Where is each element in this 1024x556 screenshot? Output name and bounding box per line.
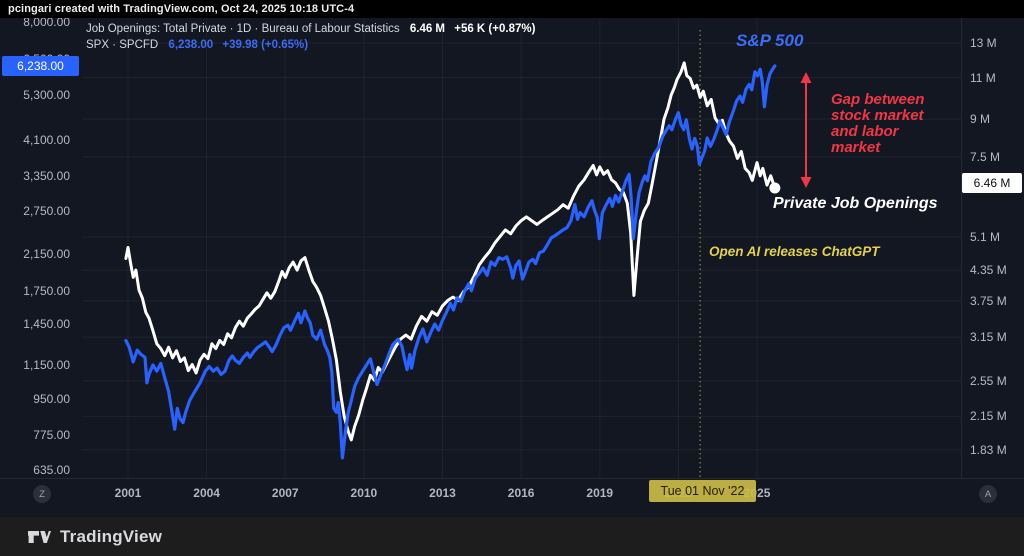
gap-arrow[interactable]: [800, 72, 812, 188]
time-axis-tick: 2001: [114, 486, 142, 500]
spx-last-price-text: 6,238.00: [17, 59, 64, 73]
right-axis-tick: 7.5 M: [970, 150, 1001, 164]
grid-lines: [82, 18, 962, 478]
left-axis-tick: 8,000.00: [23, 14, 70, 29]
attribution-bar: pcingari created with TradingView.com, O…: [0, 0, 1024, 18]
left-axis-tick: 950.00: [33, 391, 70, 406]
time-axis-tick: 2016: [507, 486, 535, 500]
time-axis[interactable]: 200120042007201020132016201920222025: [0, 478, 1024, 517]
brand-name: TradingView: [60, 526, 163, 546]
time-axis-tick: 2019: [586, 486, 614, 500]
jolts-last-price-text: 6.46 M: [973, 176, 1011, 190]
price-axis-separator: [961, 18, 962, 478]
legend-spx-title: SPX · SPCFD: [86, 39, 159, 51]
right-axis-tick: 4.35 M: [970, 263, 1007, 278]
gap-annotation-label: Gap between stock market and labor marke…: [831, 91, 925, 156]
time-axis-tick: 2010: [350, 486, 378, 500]
legend-jolts-value: 6.46 M: [409, 23, 446, 35]
time-axis-tick: 2013: [429, 486, 456, 500]
legend-jolts-change: +56 K (+0.87%): [454, 23, 536, 35]
left-axis-tick: 1,750.00: [23, 283, 70, 298]
jolts-annotation-label: Private Job Openings: [773, 195, 938, 212]
chatgpt-annotation-label: Open AI releases ChatGPT: [709, 244, 880, 259]
job-openings-series-line[interactable]: [124, 61, 777, 442]
reset-price-scale-button[interactable]: Z: [33, 485, 51, 503]
time-axis-tick: 2007: [271, 486, 299, 500]
left-axis-tick: 775.00: [33, 427, 70, 442]
left-axis-tick: 635.00: [33, 463, 70, 477]
left-axis-tick: 1,450.00: [23, 316, 70, 331]
left-axis-tick: 1,150.00: [23, 357, 70, 372]
last-value-dot: [769, 182, 781, 194]
auto-scale-button[interactable]: A: [979, 485, 997, 503]
right-axis-tick: 3.75 M: [970, 293, 1007, 308]
price-axis-right[interactable]: 13 M 11 M 9 M 7.5 M 5.1 M 4.35 M 3.75 M 3.15 M 2…: [962, 18, 1024, 478]
left-axis-tick: 3,350.00: [23, 168, 70, 183]
crosshair-date-text: Tue 01 Nov '22: [660, 484, 745, 498]
right-axis-tick: 9 M: [970, 112, 991, 127]
legend-spx-value: 6,238.00: [168, 39, 214, 51]
right-axis-tick: 5.1 M: [970, 230, 1001, 245]
right-axis-tick: 1.83 M: [970, 442, 1007, 457]
brand-bar: TradingView: [0, 517, 1024, 556]
right-axis-tick: 2.55 M: [970, 373, 1007, 388]
crosshair-date-badge: Tue 01 Nov '22: [649, 480, 756, 502]
left-axis-tick: 4,100.00: [23, 133, 70, 148]
left-axis-tick: 2,150.00: [23, 247, 70, 262]
spx-last-price-badge: 6,238.00: [2, 56, 79, 76]
spx-series-line[interactable]: [124, 64, 777, 460]
time-axis-tick: 2004: [193, 486, 220, 500]
spx-annotation-label: S&P 500: [736, 31, 804, 50]
left-axis-tick: 5,300.00: [23, 87, 70, 102]
legend-row-spx[interactable]: SPX · SPCFD 6,238.00 +39.98 (+0.65%): [86, 37, 535, 53]
attribution-text: pcingari created with TradingView.com, O…: [8, 3, 355, 15]
tradingview-logo-icon: [28, 530, 51, 543]
right-axis-tick: 13 M: [970, 35, 997, 50]
right-axis-tick: 3.15 M: [970, 330, 1007, 345]
legend-row-job-openings[interactable]: Job Openings: Total Private · 1D · Burea…: [86, 21, 535, 37]
left-axis-tick: 2,750.00: [23, 203, 70, 218]
right-axis-tick: 11 M: [970, 70, 996, 85]
legend-spx-change: +39.98 (+0.65%): [222, 39, 309, 51]
right-axis-tick: 2.15 M: [970, 409, 1007, 424]
legend-jolts-title: Job Openings: Total Private · 1D · Burea…: [86, 23, 400, 35]
time-axis-separator: [0, 478, 1024, 479]
jolts-last-price-badge: 6.46 M: [962, 173, 1022, 193]
price-axis-left[interactable]: 8,000.006,500.005,300.004,100.003,350.00…: [0, 14, 80, 478]
legend[interactable]: Job Openings: Total Private · 1D · Burea…: [86, 21, 535, 53]
